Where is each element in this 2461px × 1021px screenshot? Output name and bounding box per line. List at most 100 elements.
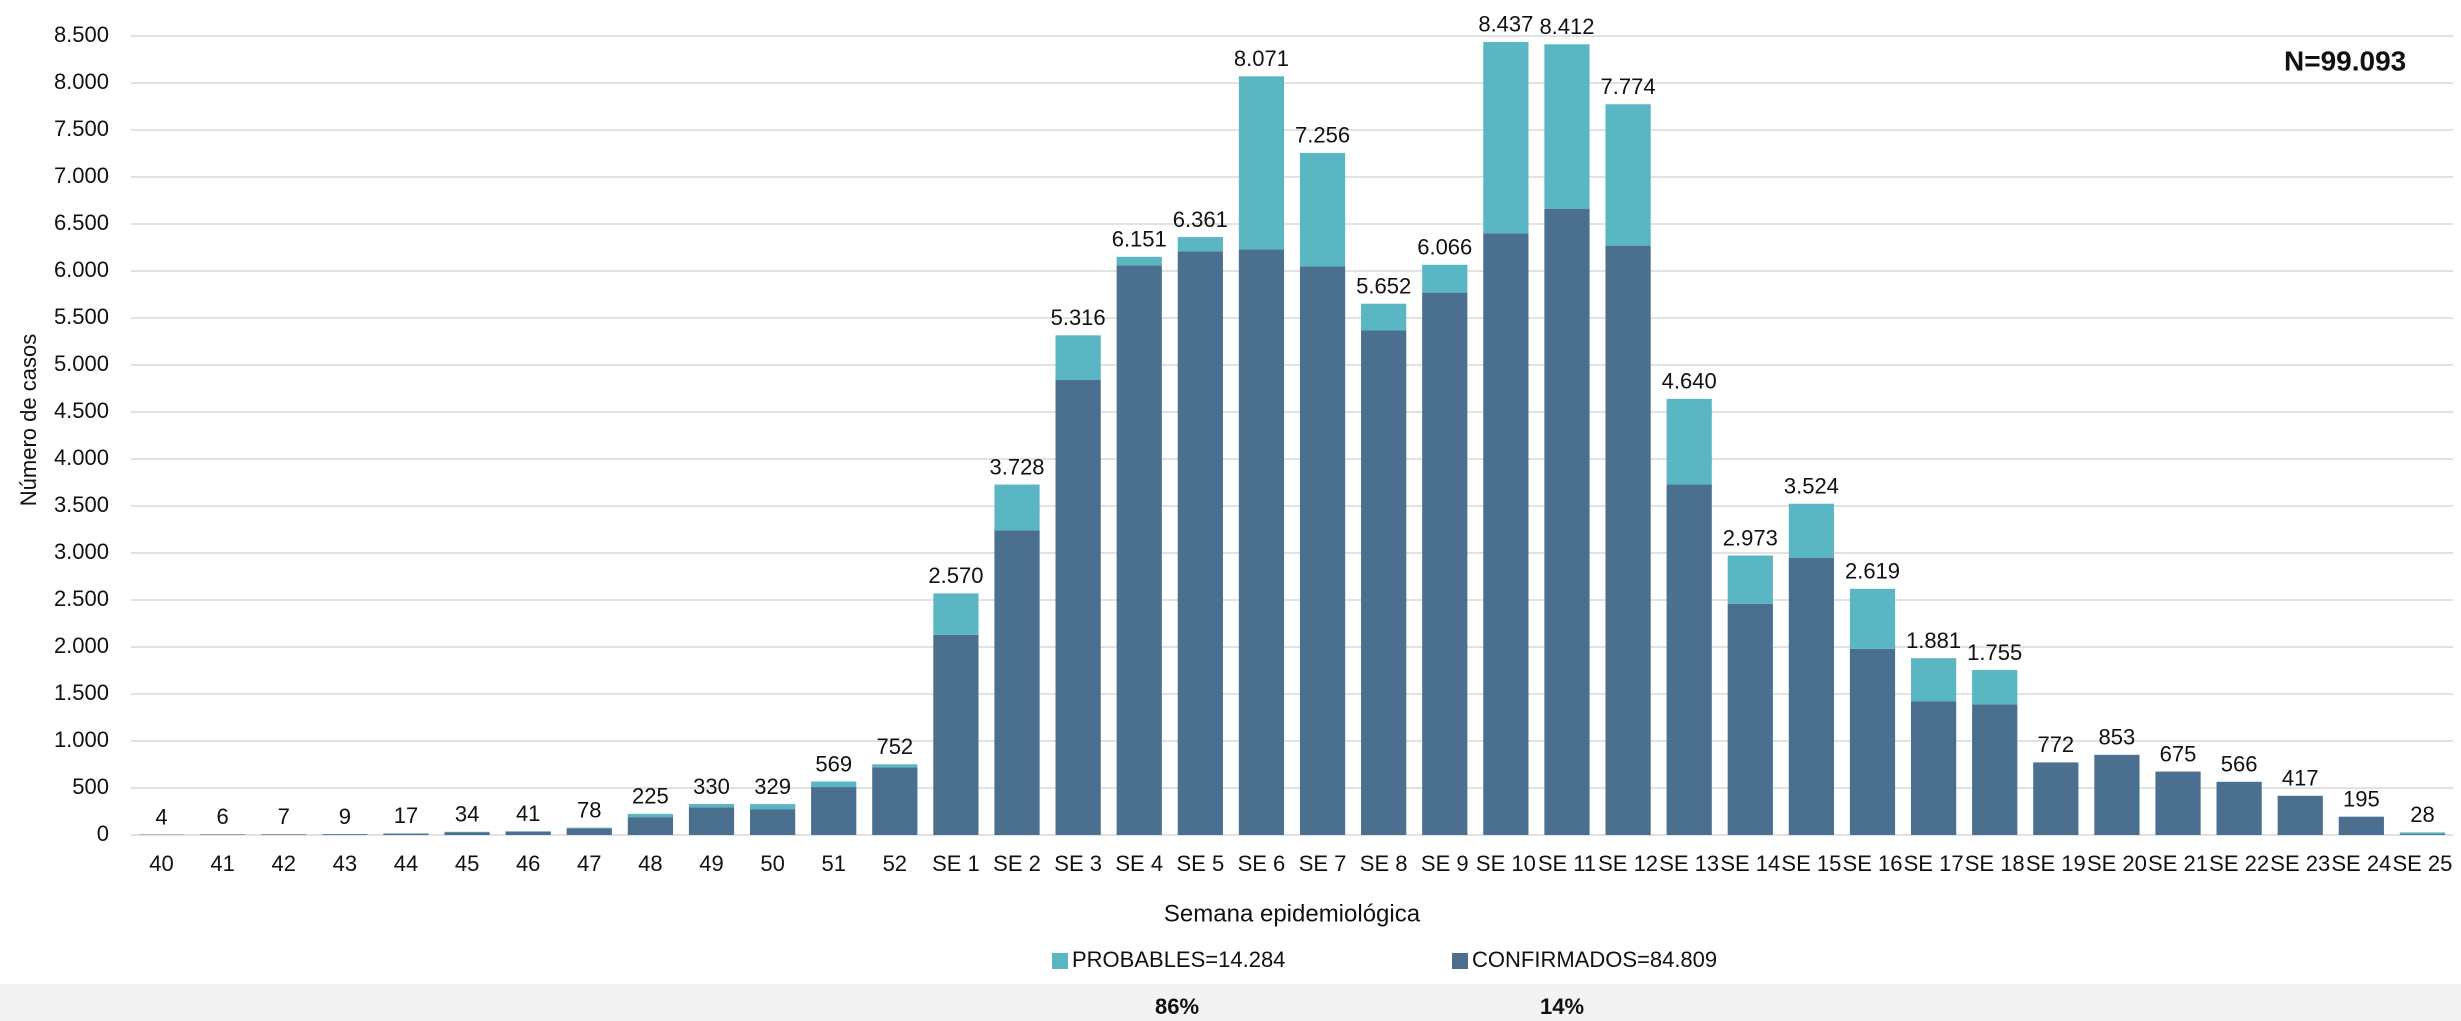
x-tick-label: 46 [516,851,540,876]
bar-segment [200,834,246,835]
x-tick-label: SE 7 [1299,851,1347,876]
data-label: 329 [754,774,791,799]
y-tick-label: 1.000 [54,727,109,752]
data-label: 2.973 [1723,525,1778,550]
x-tick-label: 43 [333,851,357,876]
bar-segment [994,530,1040,835]
x-tick-label: SE 22 [2209,851,2269,876]
x-tick-label: 44 [394,851,418,876]
data-label: 8.071 [1234,46,1289,71]
bar-segment [1727,555,1773,604]
bar-segment [811,787,857,835]
bar-segment [444,832,490,835]
y-tick-label: 3.000 [54,539,109,564]
x-axis-label: Semana epidemiológica [1164,900,1421,927]
bar-segment [566,828,612,835]
bar-segment [749,809,796,835]
footer-band [0,984,2461,1021]
percent-label: 14% [1540,994,1584,1019]
bar-segment [1605,104,1651,246]
bar-segment [1972,704,2018,835]
bar-segment [627,813,674,818]
y-tick-label: 500 [72,774,109,799]
y-tick-label: 8.000 [54,69,109,94]
x-tick-label: 50 [760,851,784,876]
data-label: 17 [394,803,418,828]
x-tick-label: SE 15 [1781,851,1841,876]
bar-segment [1238,249,1285,835]
data-label: 569 [815,751,852,776]
data-label: 4 [155,804,167,829]
bar-segment [2155,771,2201,835]
x-tick-label: SE 4 [1115,851,1163,876]
x-tick-label: 49 [699,851,723,876]
bar-segment [566,827,612,829]
data-label: 3.728 [989,454,1044,479]
data-label: 3.524 [1784,474,1839,499]
bar-segment [1422,264,1468,293]
data-label: 5.652 [1356,274,1411,299]
x-tick-label: SE 23 [2270,851,2330,876]
bar-segment [1483,41,1529,234]
data-label: 6.066 [1417,235,1472,260]
legend-swatch [1052,953,1068,969]
bar-segment [1116,265,1162,835]
data-label: 41 [516,801,540,826]
bar-segment [1727,603,1773,835]
data-label: 34 [455,802,479,827]
data-label: 566 [2221,752,2258,777]
bar-segment [1483,233,1529,835]
data-label: 7.256 [1295,123,1350,148]
bar-segment [933,593,979,635]
bar-segment [1666,398,1712,485]
bar-segment [2399,834,2446,835]
x-tick-label: 42 [272,851,296,876]
y-axis-label: Número de casos [16,334,41,506]
data-label: 9 [339,804,351,829]
bar-segment [1910,701,1957,835]
bar-segment [261,834,307,835]
x-tick-label: SE 18 [1965,851,2025,876]
bar-segment [1422,292,1468,835]
bar-segment [627,817,674,835]
x-tick-label: SE 13 [1659,851,1719,876]
bar-segment [2033,762,2079,835]
bar-segment [872,767,918,835]
data-label: 4.640 [1662,369,1717,394]
y-tick-label: 6.000 [54,257,109,282]
data-label: 417 [2282,766,2319,791]
y-tick-label: 4.000 [54,445,109,470]
bar-segment [1544,44,1590,209]
y-tick-label: 8.500 [54,22,109,47]
y-tick-label: 7.000 [54,163,109,188]
x-tick-label: SE 1 [932,851,980,876]
x-tick-label: SE 9 [1421,851,1469,876]
data-label: 6.361 [1173,207,1228,232]
bar-segment [2399,832,2446,835]
data-label: 8.412 [1539,14,1594,39]
data-label: 28 [2410,802,2434,827]
x-tick-label: SE 3 [1054,851,1102,876]
x-tick-label: SE 19 [2026,851,2086,876]
data-label: 853 [2099,725,2136,750]
bar-segment [1177,251,1223,835]
bar-segment [1177,237,1223,252]
x-tick-label: SE 24 [2331,851,2391,876]
x-tick-label: 51 [821,851,845,876]
data-label: 330 [693,774,730,799]
x-tick-label: SE 5 [1176,851,1224,876]
data-label: 5.316 [1051,305,1106,330]
data-label: 7 [278,804,290,829]
legend-label: PROBABLES=14.284 [1072,947,1285,972]
x-tick-label: 47 [577,851,601,876]
bar-segment [1849,648,1896,835]
total-annotation: N=99.093 [2284,45,2406,76]
bar-segment [1238,76,1285,250]
x-tick-label: SE 14 [1720,851,1780,876]
bar-segment [383,833,429,835]
bar-segment [2216,781,2262,835]
x-tick-label: SE 10 [1476,851,1536,876]
bar-segment [1299,152,1346,267]
data-label: 7.774 [1601,74,1656,99]
x-tick-label: 40 [149,851,173,876]
